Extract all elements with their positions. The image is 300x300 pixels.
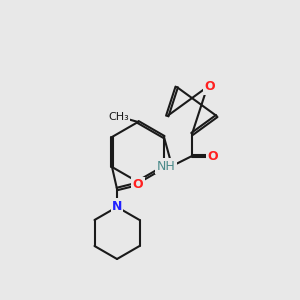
Text: CH₃: CH₃ xyxy=(109,112,129,122)
Text: O: O xyxy=(204,80,214,94)
Text: N: N xyxy=(112,200,122,212)
Text: NH: NH xyxy=(157,160,175,172)
Text: O: O xyxy=(133,178,143,191)
Text: O: O xyxy=(208,149,218,163)
